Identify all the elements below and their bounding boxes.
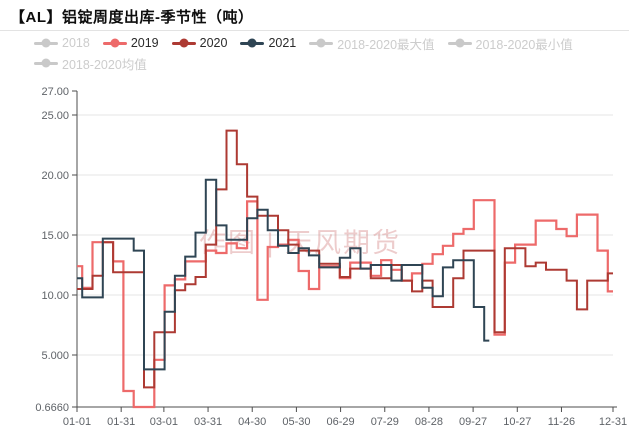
- legend-dot-icon: [41, 38, 51, 48]
- legend-marker-icon: [309, 38, 334, 48]
- y-tick-label: 0.6660: [35, 402, 69, 414]
- y-tick-label: 15.00: [41, 230, 69, 242]
- legend-dot-icon: [41, 58, 51, 68]
- x-tick-label: 06-29: [327, 416, 355, 428]
- y-tick-label: 10.00: [41, 290, 69, 302]
- legend-dot-icon: [110, 38, 120, 48]
- legend-item-2018[interactable]: 2018: [34, 36, 90, 50]
- legend-dot-icon: [455, 38, 465, 48]
- x-tick-label: 05-30: [282, 416, 310, 428]
- legend-item-2021[interactable]: 2021: [240, 36, 296, 50]
- legend-label: 2020: [199, 36, 228, 50]
- y-tick-label: 25.00: [41, 110, 69, 122]
- x-tick-label: 07-29: [371, 416, 399, 428]
- legend-item-2018-2020均值[interactable]: 2018-2020均值: [34, 56, 147, 72]
- legend-marker-icon: [102, 38, 127, 48]
- title-divider: [0, 30, 629, 31]
- x-tick-label: 10-27: [503, 416, 531, 428]
- legend-dot-icon: [179, 38, 189, 48]
- x-tick-label: 03-01: [150, 416, 178, 428]
- series-2020-line: [77, 129, 613, 389]
- chart-title: 【AL】铝锭周度出库-季节性（吨）: [10, 9, 254, 26]
- legend-item-2020[interactable]: 2020: [171, 36, 228, 50]
- legend-label: 2018-2020最小值: [475, 37, 573, 52]
- legend-dot-icon: [247, 38, 257, 48]
- x-tick-label: 04-30: [238, 416, 266, 428]
- x-tick-label: 08-28: [415, 416, 443, 428]
- series-2019-line: [77, 199, 613, 409]
- x-tick-label: 01-01: [63, 416, 91, 428]
- y-tick-label: 5.000: [41, 350, 69, 362]
- legend-label: 2018: [62, 36, 90, 50]
- x-tick-label: 11-26: [548, 416, 575, 428]
- legend-marker-icon: [171, 38, 196, 48]
- legend-item-2019[interactable]: 2019: [102, 36, 159, 50]
- legend-label: 2018-2020最大值: [337, 37, 435, 52]
- x-tick-label: 12-31: [599, 416, 627, 428]
- legend-marker-icon: [34, 38, 58, 48]
- legend-marker-icon: [34, 58, 58, 68]
- legend-item-2018-2020最大值[interactable]: 2018-2020最大值: [309, 36, 435, 52]
- legend-label: 2019: [130, 36, 159, 50]
- x-tick-label: 03-31: [194, 416, 222, 428]
- legend-label: 2021: [268, 36, 297, 50]
- legend-marker-icon: [447, 38, 472, 48]
- x-tick-label: 01-31: [107, 416, 135, 428]
- series-2021-line: [77, 178, 490, 371]
- legend: 2018 2019 2020 2021 2018-2020最大值 2018-2020最小值…: [34, 36, 590, 72]
- legend-item-2018-2020最小值[interactable]: 2018-2020最小值: [447, 36, 573, 52]
- legend-label: 2018-2020均值: [62, 57, 147, 72]
- legend-dot-icon: [316, 38, 326, 48]
- x-tick-label: 09-27: [459, 416, 487, 428]
- y-tick-label: 20.00: [41, 170, 69, 182]
- y-tick-label: 27.00: [41, 86, 69, 98]
- legend-marker-icon: [240, 38, 265, 48]
